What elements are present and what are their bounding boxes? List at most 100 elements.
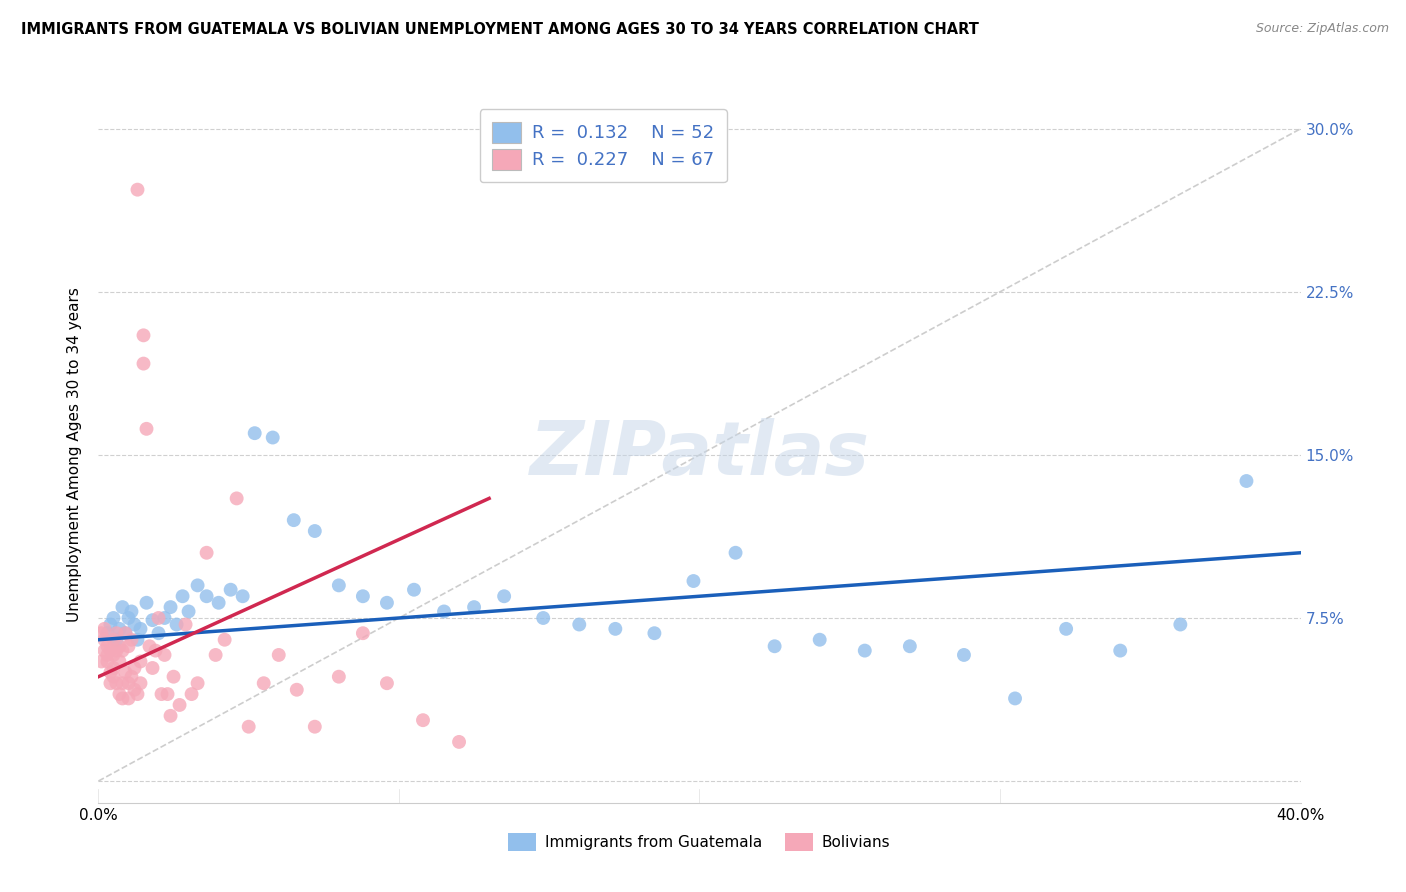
Text: IMMIGRANTS FROM GUATEMALA VS BOLIVIAN UNEMPLOYMENT AMONG AGES 30 TO 34 YEARS COR: IMMIGRANTS FROM GUATEMALA VS BOLIVIAN UN… xyxy=(21,22,979,37)
Point xyxy=(724,546,747,560)
Point xyxy=(108,687,131,701)
Point xyxy=(135,422,157,436)
Point xyxy=(763,639,786,653)
Point xyxy=(103,670,125,684)
Point xyxy=(111,600,134,615)
Y-axis label: Unemployment Among Ages 30 to 34 years: Unemployment Among Ages 30 to 34 years xyxy=(67,287,83,623)
Point xyxy=(100,676,122,690)
Point xyxy=(195,546,218,560)
Point xyxy=(135,596,157,610)
Point xyxy=(117,639,139,653)
Point xyxy=(328,670,350,684)
Point xyxy=(148,626,170,640)
Point xyxy=(124,661,146,675)
Point xyxy=(153,611,176,625)
Point xyxy=(108,639,131,653)
Point xyxy=(114,665,136,680)
Point xyxy=(100,665,122,680)
Point xyxy=(100,617,122,632)
Point xyxy=(93,643,115,657)
Point xyxy=(180,687,202,701)
Point xyxy=(219,582,242,597)
Point xyxy=(267,648,290,662)
Text: ZIPatlas: ZIPatlas xyxy=(530,418,869,491)
Point xyxy=(105,643,128,657)
Point xyxy=(90,626,112,640)
Point xyxy=(898,639,921,653)
Point xyxy=(111,691,134,706)
Point xyxy=(103,611,125,625)
Point xyxy=(156,687,179,701)
Point xyxy=(953,648,976,662)
Point xyxy=(117,676,139,690)
Point xyxy=(232,589,254,603)
Point xyxy=(531,611,554,625)
Point xyxy=(127,687,149,701)
Point xyxy=(463,600,485,615)
Point xyxy=(103,661,125,675)
Point xyxy=(166,617,188,632)
Point xyxy=(304,524,326,538)
Point xyxy=(108,622,131,636)
Point xyxy=(352,626,374,640)
Point xyxy=(682,574,704,588)
Point xyxy=(132,328,155,343)
Point xyxy=(153,648,176,662)
Point xyxy=(352,589,374,603)
Point xyxy=(172,589,194,603)
Point xyxy=(114,626,136,640)
Point xyxy=(111,643,134,657)
Point xyxy=(208,596,231,610)
Point xyxy=(1004,691,1026,706)
Point xyxy=(117,691,139,706)
Point xyxy=(238,720,260,734)
Point xyxy=(96,648,118,662)
Point xyxy=(375,676,398,690)
Point xyxy=(121,605,143,619)
Point xyxy=(141,613,163,627)
Point xyxy=(124,682,146,697)
Point xyxy=(108,655,131,669)
Point xyxy=(121,670,143,684)
Point xyxy=(177,605,200,619)
Point xyxy=(605,622,627,636)
Point xyxy=(808,632,831,647)
Legend: Immigrants from Guatemala, Bolivians: Immigrants from Guatemala, Bolivians xyxy=(498,822,901,862)
Point xyxy=(1170,617,1192,632)
Point xyxy=(96,626,118,640)
Point xyxy=(117,611,139,625)
Point xyxy=(93,632,115,647)
Point xyxy=(447,735,470,749)
Point xyxy=(96,655,118,669)
Point xyxy=(1109,643,1132,657)
Point xyxy=(124,617,146,632)
Point xyxy=(187,578,209,592)
Point xyxy=(412,713,434,727)
Point xyxy=(174,617,197,632)
Point xyxy=(433,605,456,619)
Point xyxy=(105,632,128,647)
Point xyxy=(93,622,115,636)
Point xyxy=(328,578,350,592)
Point xyxy=(141,661,163,675)
Point xyxy=(169,698,191,712)
Point xyxy=(214,632,236,647)
Point xyxy=(187,676,209,690)
Point xyxy=(253,676,276,690)
Point xyxy=(103,648,125,662)
Point xyxy=(121,632,143,647)
Point xyxy=(129,676,152,690)
Point xyxy=(494,589,516,603)
Point xyxy=(111,676,134,690)
Point xyxy=(127,183,149,197)
Point xyxy=(643,626,665,640)
Point xyxy=(853,643,876,657)
Point xyxy=(204,648,226,662)
Point xyxy=(105,676,128,690)
Point xyxy=(243,426,266,441)
Point xyxy=(375,596,398,610)
Point xyxy=(162,670,184,684)
Point xyxy=(148,611,170,625)
Point xyxy=(129,622,152,636)
Point xyxy=(1236,474,1258,488)
